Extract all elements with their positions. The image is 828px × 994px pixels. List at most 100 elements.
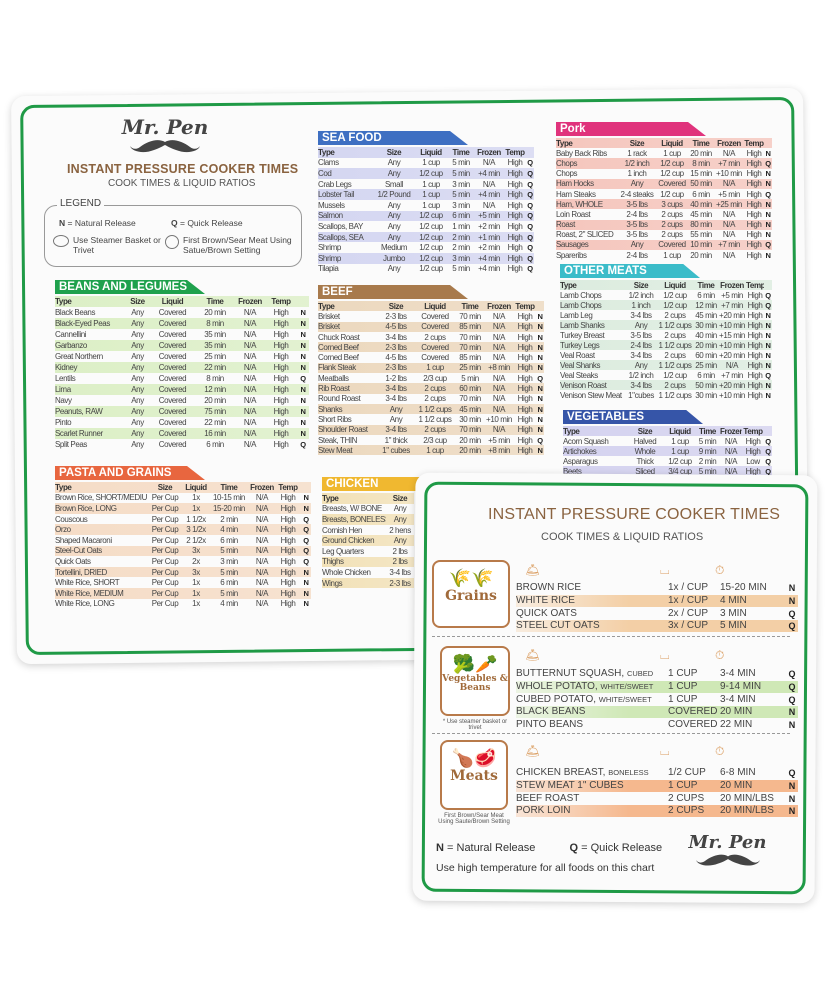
natural-release-icon: N <box>300 418 306 427</box>
cell: White Rice, MEDIUM <box>55 588 124 598</box>
table-row: Ham Hocks Any Covered 50 min N/A High N <box>556 178 772 189</box>
cell: N/A <box>255 514 269 524</box>
table-row: Split Peas Any Covered 6 min N/A High Q <box>55 439 309 450</box>
cell: 1/2 cup <box>419 221 443 231</box>
section-header-veg: VEGETABLES <box>563 410 703 424</box>
cell: 3-5 lbs <box>626 220 648 230</box>
table-row: Breasts, W/ BONE Any <box>322 504 414 515</box>
natural-release-icon: N <box>300 319 306 328</box>
cell: High <box>745 436 761 446</box>
cell: N/A <box>243 308 257 317</box>
cell: 15-20 min <box>213 503 245 513</box>
cell: 1 1/2 cups <box>658 320 692 330</box>
cell: Navy <box>55 396 72 405</box>
cell: 1x / CUP <box>668 594 709 606</box>
natural-release-icon: N <box>537 332 543 342</box>
cell: Liquid <box>669 426 691 436</box>
cell: High <box>746 250 762 260</box>
cell: Brisket <box>318 322 340 332</box>
cell: Size <box>637 426 653 436</box>
table-row: Lentils Any Covered 8 min N/A High Q <box>55 373 309 384</box>
cell: Covered <box>158 330 187 339</box>
natural-release-icon: N <box>537 363 543 373</box>
table-header: Type Size <box>322 493 414 504</box>
table-row: Spareribs 2-4 lbs 1 cup 20 min N/A High N <box>556 250 772 260</box>
food-qualifier: WHITE/SWEET <box>598 694 652 704</box>
cell: CUBED POTATO, WHITE/SWEET <box>516 694 668 706</box>
measuring-cup-icon: ⌴ <box>660 744 670 758</box>
brown-sear-label: First Brown/Sear Meat Using Satue/Brown … <box>183 235 292 255</box>
cell: 70 min <box>459 425 481 435</box>
section-divider <box>432 733 790 734</box>
cell: N/A <box>492 353 506 363</box>
cell: Any <box>131 330 144 339</box>
section-header-pasta: PASTA AND GRAINS <box>55 466 205 480</box>
cell: 1x <box>192 493 200 503</box>
cell: N/A <box>243 385 257 394</box>
cell: 1x <box>192 588 200 598</box>
cell: High <box>747 390 763 400</box>
natural-release-icon: N <box>303 599 309 609</box>
quick-release-icon: Q <box>788 669 796 679</box>
cell: 2 lbs <box>392 546 408 556</box>
chicken-steak-icon: 🍗🥩 <box>451 748 497 769</box>
cell: Small <box>384 179 403 189</box>
cell: 35 min <box>204 341 226 350</box>
cell: Any <box>393 514 407 524</box>
table-header: Type Size Liquid Time Frozen Temp <box>318 301 544 312</box>
table-row: Flank Steak 2-3 lbs 1 cup 25 min +8 min High N <box>318 362 544 374</box>
table-beef: Type Size Liquid Time Frozen Temp Brisket 2-3 l… <box>318 301 544 456</box>
cell: Corned Beef <box>318 353 359 363</box>
cell: 2-3 lbs <box>389 578 411 588</box>
cell: Liquid <box>185 482 207 492</box>
cell: Any <box>634 360 648 370</box>
quick-release-icon: Q <box>765 240 771 250</box>
cell: Beets <box>563 466 582 476</box>
cell: +10 min <box>719 320 745 330</box>
cell: Time <box>461 301 479 311</box>
cell: 70 min <box>459 311 481 321</box>
natural-release-icon: N <box>765 220 771 230</box>
quick-release-icon: Q <box>765 290 771 300</box>
cell: 10 min <box>690 240 712 250</box>
cell: Veal Shanks <box>560 360 601 370</box>
table-row: Venison Stew Meat 1"cubes 1 1/2 cups 30 min… <box>560 390 772 400</box>
cell: Covered <box>158 363 187 372</box>
cell: 22 min <box>204 363 226 372</box>
quick-release-icon: Q <box>303 556 309 566</box>
cell: 6 min <box>206 440 224 449</box>
cell: 1" cubes <box>382 445 410 455</box>
cell: 2 cups <box>661 230 683 240</box>
table-row: Roast, 2" SLICED 3-5 lbs 2 cups 55 min N/A Hi… <box>556 230 772 240</box>
cell: Shaped Macaroni <box>55 535 112 545</box>
natural-release-label: = Natural Release <box>67 218 136 228</box>
cell: N/A <box>492 332 506 342</box>
natural-release-icon: N <box>537 414 543 424</box>
cell: 1x <box>192 578 200 588</box>
cell: 1/2 CUP <box>668 767 706 778</box>
cell: 40 min <box>695 330 717 340</box>
pot-icon: 🛎 <box>525 563 541 577</box>
cell: Temp <box>744 138 764 148</box>
cell: N/A <box>724 466 738 476</box>
cell: Medium <box>380 243 408 253</box>
cell: High <box>280 514 296 524</box>
cell: Meatballs <box>318 373 349 383</box>
natural-release-icon: N <box>788 806 796 817</box>
cell: 3-4 lbs <box>630 380 652 390</box>
cell: 2 cups <box>664 350 686 360</box>
cell: High <box>273 363 289 372</box>
table-row: Orzo Per Cup 3 1/2x 4 min N/A High Q <box>55 524 311 535</box>
cell: 1/2 inch <box>628 290 654 300</box>
cell: +4 min <box>478 168 500 178</box>
cell: 6 min <box>220 578 238 588</box>
food-qualifier: WHITE/SWEET <box>600 681 654 691</box>
natural-release-icon: N <box>537 445 543 455</box>
category-note: * Use steamer basket or trivet <box>442 719 508 731</box>
cell: High <box>746 230 762 240</box>
natural-release-icon: N <box>765 169 771 179</box>
cell: Mussels <box>318 200 345 210</box>
cell: Frozen <box>477 147 501 157</box>
quick-release-icon: Q <box>527 179 533 189</box>
cell: 1 min <box>452 221 470 231</box>
